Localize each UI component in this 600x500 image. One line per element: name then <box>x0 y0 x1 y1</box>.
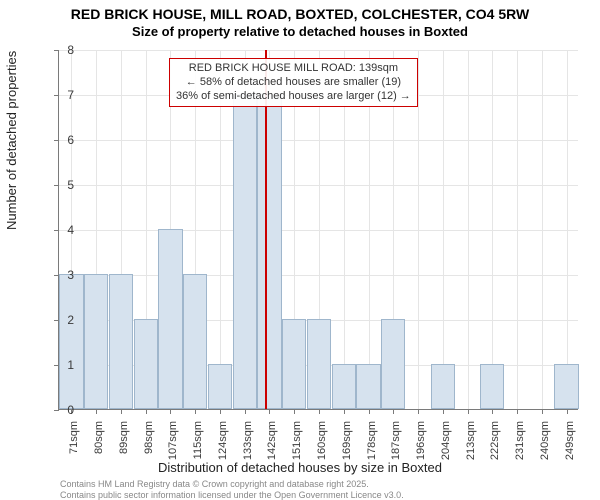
histogram-bar <box>134 319 158 409</box>
chart-area: 71sqm80sqm89sqm98sqm107sqm115sqm124sqm13… <box>58 50 578 410</box>
chart-subtitle: Size of property relative to detached ho… <box>0 24 600 39</box>
histogram-bar <box>554 364 578 409</box>
xtick-mark <box>220 409 221 414</box>
histogram-bar <box>183 274 207 409</box>
histogram-bar <box>431 364 455 409</box>
histogram-bar <box>307 319 331 409</box>
ytick-label: 4 <box>44 223 74 237</box>
xtick-mark <box>492 409 493 414</box>
histogram-bar <box>233 94 257 409</box>
ytick-label: 0 <box>44 403 74 417</box>
chart-container: RED BRICK HOUSE, MILL ROAD, BOXTED, COLC… <box>0 0 600 500</box>
ytick-label: 5 <box>44 178 74 192</box>
y-axis-label: Number of detached properties <box>4 51 19 230</box>
gridline-v <box>492 50 493 409</box>
x-axis-label: Distribution of detached houses by size … <box>0 460 600 475</box>
ytick-label: 1 <box>44 358 74 372</box>
chart-title: RED BRICK HOUSE, MILL ROAD, BOXTED, COLC… <box>0 0 600 24</box>
annotation-line: ← 58% of detached houses are smaller (19… <box>176 76 411 90</box>
gridline-v <box>418 50 419 409</box>
xtick-mark <box>369 409 370 414</box>
xtick-mark <box>418 409 419 414</box>
xtick-mark <box>393 409 394 414</box>
plot-region: 71sqm80sqm89sqm98sqm107sqm115sqm124sqm13… <box>58 50 578 410</box>
gridline-v <box>468 50 469 409</box>
histogram-bar <box>480 364 504 409</box>
xtick-mark <box>344 409 345 414</box>
gridline-v <box>567 50 568 409</box>
ytick-label: 6 <box>44 133 74 147</box>
xtick-mark <box>195 409 196 414</box>
histogram-bar <box>332 364 356 409</box>
annotation-line: RED BRICK HOUSE MILL ROAD: 139sqm <box>176 62 411 76</box>
xtick-mark <box>121 409 122 414</box>
histogram-bar <box>208 364 232 409</box>
xtick-mark <box>170 409 171 414</box>
xtick-mark <box>567 409 568 414</box>
gridline-v <box>443 50 444 409</box>
histogram-bar <box>282 319 306 409</box>
histogram-bar <box>84 274 108 409</box>
xtick-mark <box>245 409 246 414</box>
gridline-v <box>517 50 518 409</box>
xtick-mark <box>517 409 518 414</box>
gridline-v <box>542 50 543 409</box>
histogram-bar <box>356 364 380 409</box>
annotation-box: RED BRICK HOUSE MILL ROAD: 139sqm← 58% o… <box>169 58 418 107</box>
histogram-bar <box>381 319 405 409</box>
annotation-line: 36% of semi-detached houses are larger (… <box>176 90 411 104</box>
histogram-bar <box>158 229 182 409</box>
histogram-bar <box>109 274 133 409</box>
ytick-label: 2 <box>44 313 74 327</box>
ytick-label: 3 <box>44 268 74 282</box>
xtick-mark <box>542 409 543 414</box>
xtick-mark <box>96 409 97 414</box>
ytick-label: 8 <box>44 43 74 57</box>
xtick-mark <box>443 409 444 414</box>
footer-line-2: Contains public sector information licen… <box>60 490 404 500</box>
ytick-label: 7 <box>44 88 74 102</box>
xtick-mark <box>146 409 147 414</box>
xtick-mark <box>468 409 469 414</box>
xtick-mark <box>319 409 320 414</box>
xtick-mark <box>294 409 295 414</box>
xtick-mark <box>269 409 270 414</box>
footer-line-1: Contains HM Land Registry data © Crown c… <box>60 479 404 489</box>
histogram-bar <box>257 94 281 409</box>
histogram-bar <box>59 274 83 409</box>
footer-attribution: Contains HM Land Registry data © Crown c… <box>60 479 404 500</box>
